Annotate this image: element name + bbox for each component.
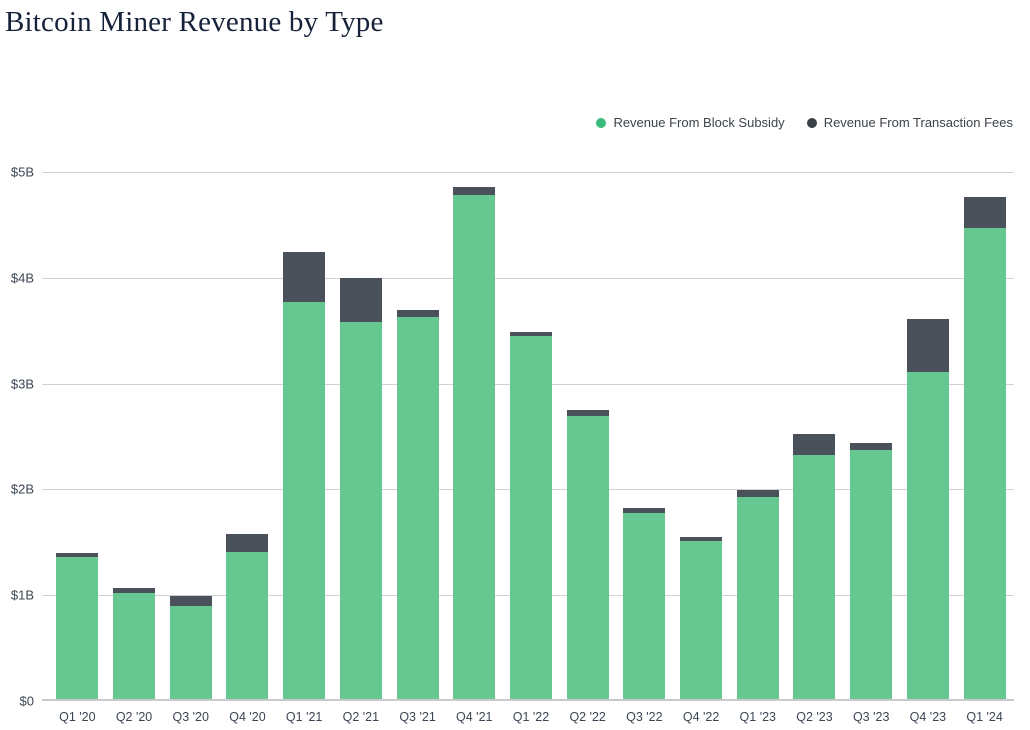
bar-segment-block-subsidy xyxy=(453,195,496,701)
x-axis-tick-label: Q2 '21 xyxy=(342,710,380,724)
x-axis-tick-label: Q3 '20 xyxy=(172,710,209,724)
y-axis-tick-label: $0 xyxy=(19,693,34,709)
bar-segment-transaction-fees xyxy=(283,252,326,303)
y-axis-tick-label: $4B xyxy=(10,270,34,286)
bar-q121: Q1 '21 xyxy=(276,172,333,724)
x-axis-tick-label: Q4 '22 xyxy=(682,710,720,724)
bars-container: Q1 '20 Q2 '20 Q3 '20 Q4 '20 Q1 '21 Q2 '21 Q3 '… xyxy=(42,172,1014,724)
bar-segment-transaction-fees xyxy=(623,508,666,513)
x-axis-baseline xyxy=(42,699,1014,701)
bar-segment-block-subsidy xyxy=(680,541,723,701)
bar-segment-transaction-fees xyxy=(226,533,269,552)
bar-segment-block-subsidy xyxy=(566,416,609,701)
bar-q220: Q2 '20 xyxy=(106,172,163,724)
legend-item-transaction-fees: Revenue From Transaction Fees xyxy=(806,115,1013,130)
y-axis-tick-label: $5B xyxy=(10,164,34,180)
legend-item-block-subsidy: Revenue From Block Subsidy xyxy=(596,115,785,130)
chart-title: Bitcoin Miner Revenue by Type xyxy=(5,6,384,38)
bar-segment-transaction-fees xyxy=(56,552,99,558)
x-axis-tick-label: Q1 '21 xyxy=(285,710,323,724)
bar-q422: Q4 '22 xyxy=(673,172,730,724)
bar-q423: Q4 '23 xyxy=(900,172,957,724)
bar-segment-block-subsidy xyxy=(226,551,269,701)
x-axis-tick-label: Q3 '21 xyxy=(399,710,436,724)
y-axis-tick-label: $2B xyxy=(10,481,34,497)
gridline-4b xyxy=(42,277,1014,279)
bar-segment-block-subsidy xyxy=(793,454,836,701)
bar-q321: Q3 '21 xyxy=(389,172,446,724)
gridline-5b xyxy=(42,172,1014,173)
bar-q222: Q2 '22 xyxy=(559,172,616,724)
bar-segment-transaction-fees xyxy=(509,331,552,336)
bar-q223: Q2 '23 xyxy=(786,172,843,724)
bar-segment-transaction-fees xyxy=(339,277,382,323)
bar-segment-transaction-fees xyxy=(113,587,156,594)
bar-segment-block-subsidy xyxy=(339,322,382,701)
legend-dot-icon xyxy=(596,117,607,128)
bar-segment-block-subsidy xyxy=(169,605,212,701)
x-axis-tick-label: Q1 '22 xyxy=(512,710,550,724)
plot-area: Q1 '20 Q2 '20 Q3 '20 Q4 '20 Q1 '21 Q2 '21 Q3 '… xyxy=(11,165,1014,724)
bar-segment-transaction-fees xyxy=(169,596,212,606)
bar-q122: Q1 '22 xyxy=(503,172,560,724)
x-axis-tick-label: Q1 '23 xyxy=(739,710,777,724)
bar-segment-block-subsidy xyxy=(283,302,326,701)
bar-segment-transaction-fees xyxy=(736,490,779,497)
bar-segment-transaction-fees xyxy=(453,186,496,196)
bar-segment-block-subsidy xyxy=(850,450,893,701)
bar-segment-transaction-fees xyxy=(396,309,439,317)
legend: Revenue From Block Subsidy Revenue From T… xyxy=(596,115,1013,130)
x-axis-tick-label: Q3 '22 xyxy=(626,710,663,724)
y-axis-tick-label: $1B xyxy=(10,587,34,603)
bar-segment-block-subsidy xyxy=(56,557,99,701)
x-axis-tick-label: Q2 '23 xyxy=(796,710,833,724)
bar-segment-block-subsidy xyxy=(736,496,779,701)
bar-q322: Q3 '22 xyxy=(616,172,673,724)
x-axis-tick-label: Q2 '20 xyxy=(115,710,153,724)
y-axis-tick-label: $3B xyxy=(10,376,34,392)
legend-label: Revenue From Block Subsidy xyxy=(613,115,785,130)
x-axis-tick-label: Q3 '23 xyxy=(852,710,890,724)
bar-q323: Q3 '23 xyxy=(843,172,900,724)
x-axis-tick-label: Q4 '23 xyxy=(909,710,947,724)
bar-q120: Q1 '20 xyxy=(49,172,106,724)
bar-segment-transaction-fees xyxy=(906,319,949,372)
bar-q221: Q2 '21 xyxy=(333,172,390,724)
bar-q420: Q4 '20 xyxy=(219,172,276,724)
x-axis-tick-label: Q4 '21 xyxy=(456,710,493,724)
bar-segment-block-subsidy xyxy=(396,316,439,701)
bar-segment-transaction-fees xyxy=(963,197,1006,229)
bar-segment-transaction-fees xyxy=(793,434,836,455)
bar-q124: Q1 '24 xyxy=(956,172,1013,724)
bar-segment-transaction-fees xyxy=(680,537,723,542)
x-axis-tick-label: Q4 '20 xyxy=(229,710,266,724)
legend-dot-icon xyxy=(806,117,817,128)
bar-segment-block-subsidy xyxy=(113,593,156,701)
bar-segment-transaction-fees xyxy=(566,410,609,417)
bar-segment-block-subsidy xyxy=(963,228,1006,701)
bar-segment-block-subsidy xyxy=(906,371,949,701)
x-axis-tick-label: Q1 '20 xyxy=(59,710,96,724)
legend-label: Revenue From Transaction Fees xyxy=(823,115,1013,130)
x-axis-tick-label: Q1 '24 xyxy=(966,710,1003,724)
bar-q320: Q3 '20 xyxy=(162,172,219,724)
bar-q421: Q4 '21 xyxy=(446,172,503,724)
bar-segment-block-subsidy xyxy=(623,512,666,701)
bar-q123: Q1 '23 xyxy=(729,172,786,724)
bar-segment-block-subsidy xyxy=(509,336,552,701)
bar-segment-transaction-fees xyxy=(850,442,893,451)
x-axis-tick-label: Q2 '22 xyxy=(569,710,606,724)
